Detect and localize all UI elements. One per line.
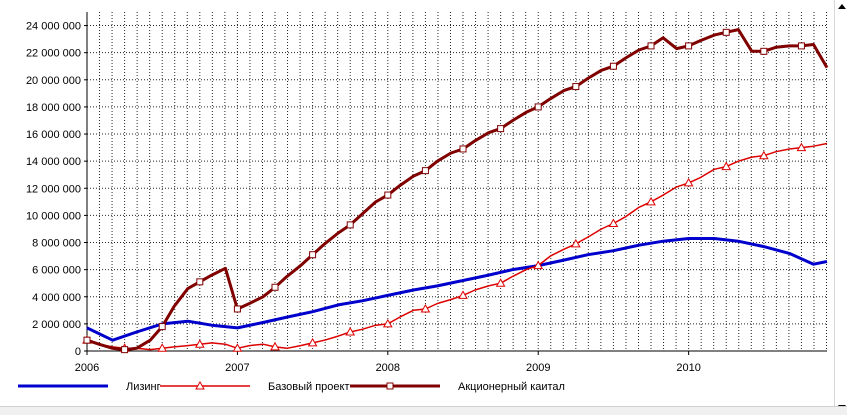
legend-label: Лизинг [126, 381, 161, 393]
y-tick-label: 22 000 000 [26, 48, 81, 60]
y-axis: 0 2 000 000 4 000 000 6 000 000 8 000 000 10 … [26, 12, 88, 358]
legend-label: Акционерный каитал [458, 381, 565, 393]
data-point-triangle [382, 318, 393, 328]
y-tick-label: 24 000 000 [26, 21, 81, 33]
series-group [82, 28, 829, 354]
data-point-square [346, 221, 354, 229]
data-point-triangle [458, 290, 468, 299]
data-point-triangle [758, 150, 769, 160]
data-point-triangle [683, 177, 694, 187]
x-tick-label: 2009 [526, 362, 550, 374]
y-tick-label: 10 000 000 [26, 210, 81, 222]
y-tick-label: 16 000 000 [26, 129, 81, 141]
data-point-triangle [495, 278, 506, 287]
data-point-square [309, 251, 317, 259]
data-point-triangle [570, 238, 581, 248]
y-tick-label: 20 000 000 [26, 75, 81, 87]
vertical-scrollbar[interactable] [834, 0, 847, 414]
data-point-square [797, 42, 805, 50]
y-tick-label: 14 000 000 [26, 156, 81, 168]
legend-label: Базовый проект [268, 381, 350, 393]
y-tick-label: 8 000 000 [32, 238, 81, 250]
x-axis: 2006 2007 2008 2009 2010 [75, 350, 827, 374]
x-tick-label: 2007 [225, 362, 249, 374]
data-point-square [459, 145, 467, 153]
data-point-triangle [420, 303, 431, 313]
y-tick-label: 12 000 000 [26, 183, 81, 195]
y-tick-label: 0 [75, 346, 81, 358]
series-line [86, 237, 828, 342]
series-line [86, 28, 829, 352]
series-3 [83, 28, 829, 354]
data-point-square [685, 42, 693, 50]
legend-item-2: Базовый проект [160, 380, 350, 393]
data-point-square [534, 103, 542, 111]
x-tick-label: 2010 [676, 362, 700, 374]
data-point-triangle [232, 343, 243, 352]
y-tick-label: 18 000 000 [26, 102, 81, 114]
data-point-triangle [345, 327, 356, 336]
data-point-square [609, 62, 617, 70]
data-point-triangle [646, 196, 656, 206]
data-point-square [83, 336, 91, 344]
legend-marker-square [386, 382, 394, 390]
data-point-triangle [194, 339, 205, 348]
data-point-triangle [307, 337, 318, 347]
data-point-triangle [608, 218, 619, 228]
y-tick-label: 6 000 000 [32, 265, 81, 277]
data-point-square [158, 323, 166, 331]
legend-item-1: Лизинг [18, 381, 161, 393]
y-tick-label: 2 000 000 [32, 319, 81, 331]
data-point-triangle [796, 142, 807, 152]
x-tick-label: 2008 [376, 362, 400, 374]
scroll-up-arrow-icon[interactable] [838, 4, 846, 9]
data-point-square [421, 167, 429, 175]
data-point-square [271, 283, 279, 291]
data-point-square [760, 47, 768, 55]
data-point-square [121, 346, 129, 354]
data-point-square [647, 42, 655, 50]
series-1 [86, 237, 828, 342]
legend-marker-triangle [195, 380, 205, 390]
legend-item-3: Акционерный каитал [350, 381, 565, 393]
data-point-triangle [721, 161, 732, 171]
horizontal-scrollbar[interactable] [0, 406, 847, 415]
data-point-triangle [270, 341, 280, 351]
data-point-square [233, 305, 241, 313]
data-point-triangle [533, 260, 544, 270]
line-chart: 0 2 000 000 4 000 000 6 000 000 8 000 000 10 … [0, 0, 834, 406]
chart-background [0, 0, 834, 406]
series-line [86, 142, 828, 351]
data-point-square [722, 28, 730, 36]
data-point-square [497, 125, 505, 133]
x-tick-label: 2006 [75, 362, 99, 374]
legend: Лизинг Базовый проект Акционерный каитал [18, 380, 565, 393]
data-point-square [196, 278, 204, 286]
data-point-square [384, 191, 392, 199]
data-point-triangle [157, 343, 168, 352]
y-tick-label: 4 000 000 [32, 292, 81, 304]
data-point-square [572, 83, 580, 91]
